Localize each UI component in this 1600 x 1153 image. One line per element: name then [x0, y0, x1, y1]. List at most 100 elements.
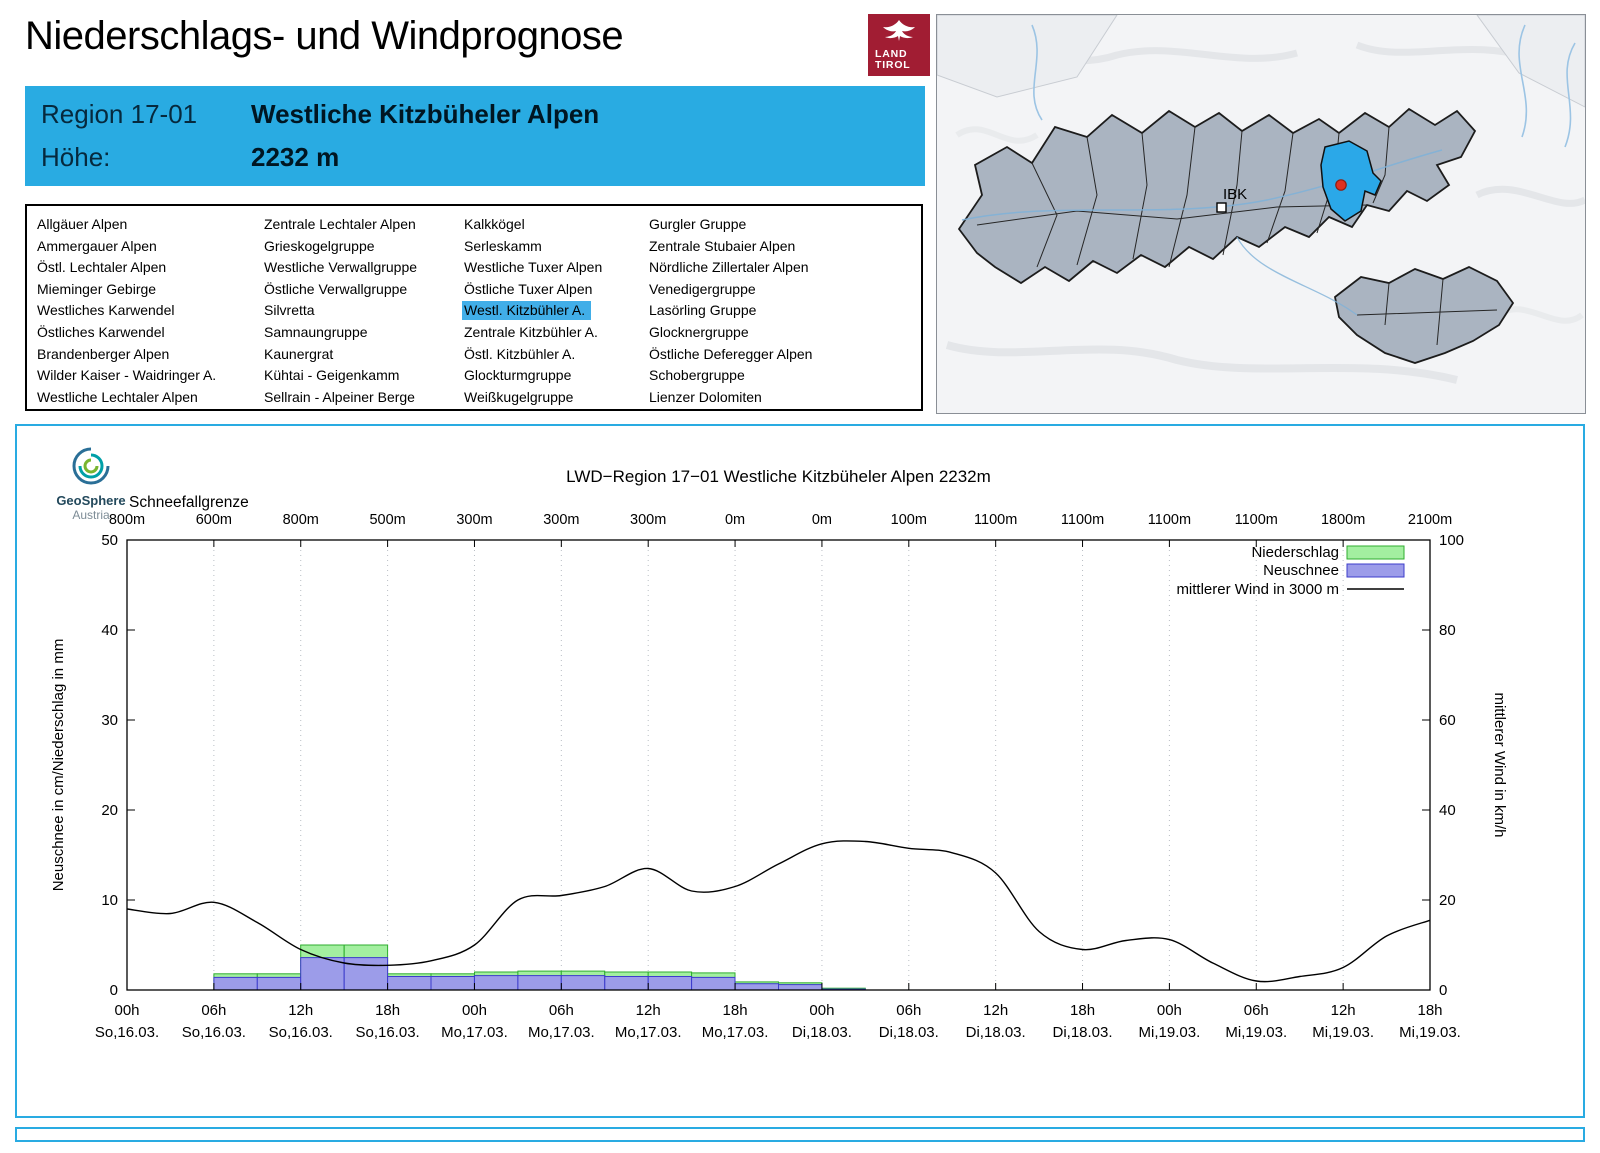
region-list-item[interactable]: Westliche Tuxer Alpen — [464, 257, 649, 279]
region-list-item-label: Westliches Karwendel — [37, 302, 175, 319]
region-list-item[interactable]: Zentrale Stubaier Alpen — [649, 236, 899, 258]
svg-text:20: 20 — [1439, 892, 1456, 909]
x-tick-time: 18h — [1417, 1002, 1442, 1019]
region-list-item-label: Westliche Lechtaler Alpen — [37, 388, 198, 405]
region-list-item[interactable]: Lasörling Gruppe — [649, 300, 899, 322]
region-list-item[interactable]: Schobergruppe — [649, 365, 899, 387]
x-tick-date: Mi,19.03. — [1399, 1024, 1461, 1041]
x-tick-date: So,16.03. — [182, 1024, 246, 1041]
region-list-item-label: Glockturmgruppe — [464, 367, 572, 384]
selected-region-shape[interactable] — [1320, 140, 1382, 222]
snowline-value: 800m — [283, 512, 319, 528]
snowline-label: Schneefallgrenze — [129, 494, 249, 511]
region-list-item-label: Kalkkögel — [464, 216, 525, 232]
region-list-item[interactable]: Glocknergruppe — [649, 322, 899, 344]
x-tick-date: Mo,17.03. — [702, 1024, 769, 1041]
neighbour-area — [936, 14, 1118, 98]
region-list-item[interactable]: Westliche Lechtaler Alpen — [37, 387, 264, 409]
region-list-item[interactable]: Kaunergrat — [264, 344, 464, 366]
region-list-item-label: Wilder Kaiser - Waidringer A. — [37, 367, 217, 384]
x-tick-time: 12h — [1331, 1002, 1356, 1019]
region-list-item[interactable]: Gurgler Gruppe — [649, 214, 899, 236]
snowline-value: 1100m — [1235, 512, 1278, 528]
region-list-item-label: Schobergruppe — [649, 367, 745, 384]
region-list-item-label: Gurgler Gruppe — [649, 216, 747, 232]
svg-text:10: 10 — [101, 892, 118, 909]
region-list-item[interactable]: Östliche Verwallgruppe — [264, 279, 464, 301]
region-list-item-label: Kühtai - Geigenkamm — [264, 367, 400, 384]
region-list-item[interactable]: Zentrale Kitzbühler A. — [464, 322, 649, 344]
region-list-item-label: Westl. Kitzbühler A. — [462, 301, 592, 321]
selected-region-marker — [1335, 179, 1347, 191]
region-list-item[interactable]: Venedigergruppe — [649, 279, 899, 301]
region-list-item[interactable]: Östliche Tuxer Alpen — [464, 279, 649, 301]
x-tick-time: 00h — [462, 1002, 487, 1019]
snowline-value: 100m — [891, 512, 927, 528]
region-list-item[interactable]: Zentrale Lechtaler Alpen — [264, 214, 464, 236]
region-list-item-label: Östliche Verwallgruppe — [264, 280, 408, 297]
snowline-value: 300m — [456, 512, 492, 528]
x-tick-date: So,16.03. — [95, 1024, 159, 1041]
region-list-item[interactable]: Westl. Kitzbühler A. — [462, 300, 649, 322]
ibk-marker — [1216, 202, 1227, 213]
geosphere-name: GeoSphere — [56, 493, 126, 508]
region-list-item-label: Zentrale Lechtaler Alpen — [264, 216, 416, 232]
x-tick-time: 06h — [896, 1002, 921, 1019]
forecast-chart: 00hSo,16.03.800m06hSo,16.03.600m12hSo,16… — [50, 467, 1508, 1041]
x-tick-date: Mi,19.03. — [1312, 1024, 1374, 1041]
region-list-item[interactable]: Östl. Kitzbühler A. — [464, 344, 649, 366]
svg-text:20: 20 — [101, 802, 118, 819]
x-tick-date: Di,18.03. — [966, 1024, 1026, 1041]
x-tick-time: 12h — [636, 1002, 661, 1019]
snowline-value: 1100m — [1148, 512, 1191, 528]
region-list-item[interactable]: Kühtai - Geigenkamm — [264, 365, 464, 387]
svg-text:60: 60 — [1439, 712, 1456, 729]
region-list-item-label: Venedigergruppe — [649, 280, 756, 297]
svg-text:30: 30 — [101, 712, 118, 729]
neuschnee-bars — [213, 957, 866, 991]
region-list-item-label: Östl. Kitzbühler A. — [464, 345, 576, 362]
x-tick-time: 18h — [375, 1002, 400, 1019]
region-list-item-label: Glocknergruppe — [649, 323, 749, 340]
region-list-item[interactable]: Kalkkögel — [464, 214, 649, 236]
region-list-item[interactable]: Westliches Karwendel — [37, 300, 264, 322]
region-list-item[interactable]: Allgäuer Alpen — [37, 214, 264, 236]
x-axis: 00hSo,16.03.800m06hSo,16.03.600m12hSo,16… — [95, 512, 1461, 1041]
geosphere-logo: GeoSphere Austria — [43, 446, 139, 522]
grid — [126, 540, 1431, 990]
region-list-item[interactable]: Ammergauer Alpen — [37, 236, 264, 258]
region-list-item[interactable]: Nördliche Zillertaler Alpen — [649, 257, 899, 279]
svg-text:80: 80 — [1439, 622, 1456, 639]
region-list-item[interactable]: Wilder Kaiser - Waidringer A. — [37, 365, 264, 387]
region-list-item[interactable]: Sellrain - Alpeiner Berge — [264, 387, 464, 409]
region-list-item[interactable]: Östliches Karwendel — [37, 322, 264, 344]
region-list-item[interactable]: Samnaungruppe — [264, 322, 464, 344]
footer-strip — [15, 1127, 1585, 1142]
region-list-item-label: Lienzer Dolomiten — [649, 388, 762, 405]
x-tick-date: Mo,17.03. — [528, 1024, 595, 1041]
region-list-item[interactable]: Östliche Deferegger Alpen — [649, 344, 899, 366]
altitude-label: Höhe: — [41, 142, 111, 172]
region-list-column: Kalkkögel Serleskamm Westliche Tuxer Alpen… — [462, 214, 649, 409]
region-list-item[interactable]: Brandenberger Alpen — [37, 344, 264, 366]
region-list: Allgäuer Alpen Ammergauer Alpen Östl. Lech… — [25, 204, 923, 411]
region-list-item[interactable]: Östl. Lechtaler Alpen — [37, 257, 264, 279]
region-list-item[interactable]: Serleskamm — [464, 236, 649, 258]
x-tick-time: 12h — [983, 1002, 1008, 1019]
tirol-region-map[interactable]: IBK — [936, 14, 1588, 414]
snowline-value: 1100m — [1061, 512, 1104, 528]
region-list-item[interactable]: Silvretta — [264, 300, 464, 322]
east-tirol-shape — [1334, 266, 1515, 364]
region-list-item[interactable]: Grieskogelgruppe — [264, 236, 464, 258]
svg-text:Neuschnee: Neuschnee — [1263, 562, 1339, 579]
region-list-item-label: Westliche Tuxer Alpen — [464, 259, 603, 276]
region-list-item[interactable]: Mieminger Gebirge — [37, 279, 264, 301]
svg-text:0: 0 — [110, 982, 118, 999]
region-list-item[interactable]: Westliche Verwallgruppe — [264, 257, 464, 279]
region-list-item-label: Weißkugelgruppe — [464, 388, 574, 405]
svg-text:0: 0 — [1439, 982, 1447, 999]
region-list-item[interactable]: Lienzer Dolomiten — [649, 387, 899, 409]
region-list-item-label: Östliches Karwendel — [37, 323, 165, 340]
region-list-item[interactable]: Weißkugelgruppe — [464, 387, 649, 409]
region-list-item[interactable]: Glockturmgruppe — [464, 365, 649, 387]
